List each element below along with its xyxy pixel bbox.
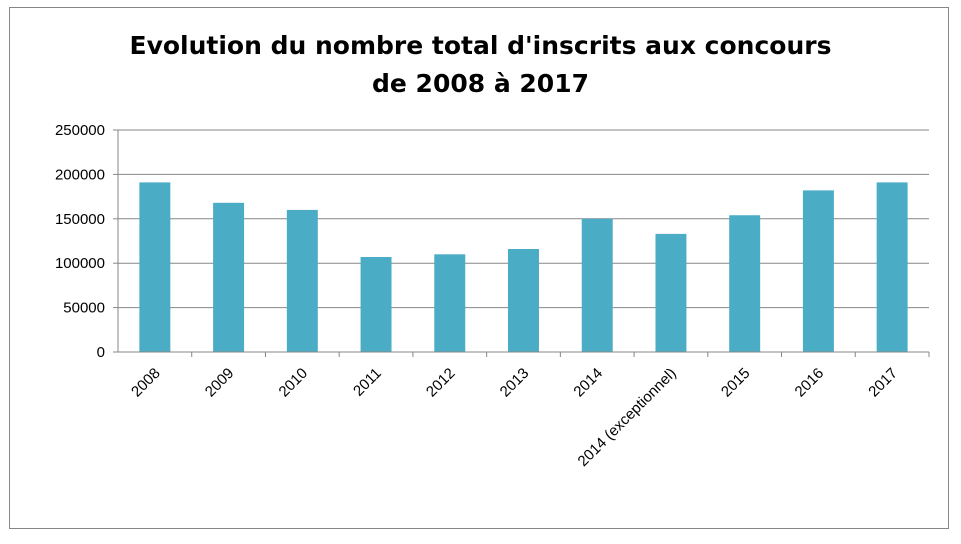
x-tick-label: 2010 [276, 365, 312, 401]
x-tick-label: 2014 [570, 365, 606, 401]
x-tick-label: 2008 [128, 365, 164, 401]
y-tick-labels: 0 50000 100000 150000 200000 250000 [55, 122, 105, 361]
bar [139, 182, 171, 352]
y-tick-label: 200000 [55, 166, 105, 183]
x-tick-label: 2017 [865, 365, 901, 401]
bar [802, 190, 834, 352]
y-tick-label: 100000 [55, 255, 105, 272]
bar [286, 209, 318, 352]
x-tick-label: 2009 [202, 365, 238, 401]
y-tick-label: 0 [97, 344, 105, 361]
bar [729, 215, 761, 352]
y-tick-label: 50000 [63, 300, 105, 317]
x-tick-label: 2011 [350, 365, 385, 400]
x-tick-label: 2012 [423, 365, 459, 401]
chart-title-line-1: Evolution du nombre total d'inscrits aux… [129, 31, 832, 60]
chart-title-line-2: de 2008 à 2017 [372, 69, 589, 98]
bar [581, 218, 613, 352]
x-tick-label: 2015 [718, 365, 754, 401]
bar [213, 202, 245, 352]
y-tick-label: 150000 [55, 211, 105, 228]
bar [655, 233, 687, 352]
bar [876, 182, 908, 352]
bars [139, 182, 908, 352]
x-tick-label: 2016 [792, 365, 828, 401]
x-tick-label: 2013 [497, 365, 533, 401]
chart-title: Evolution du nombre total d'inscrits aux… [0, 27, 961, 103]
bar [434, 254, 466, 352]
bar [360, 256, 392, 352]
bar [508, 248, 539, 352]
y-tick-label: 250000 [55, 122, 105, 139]
axes [113, 129, 930, 357]
